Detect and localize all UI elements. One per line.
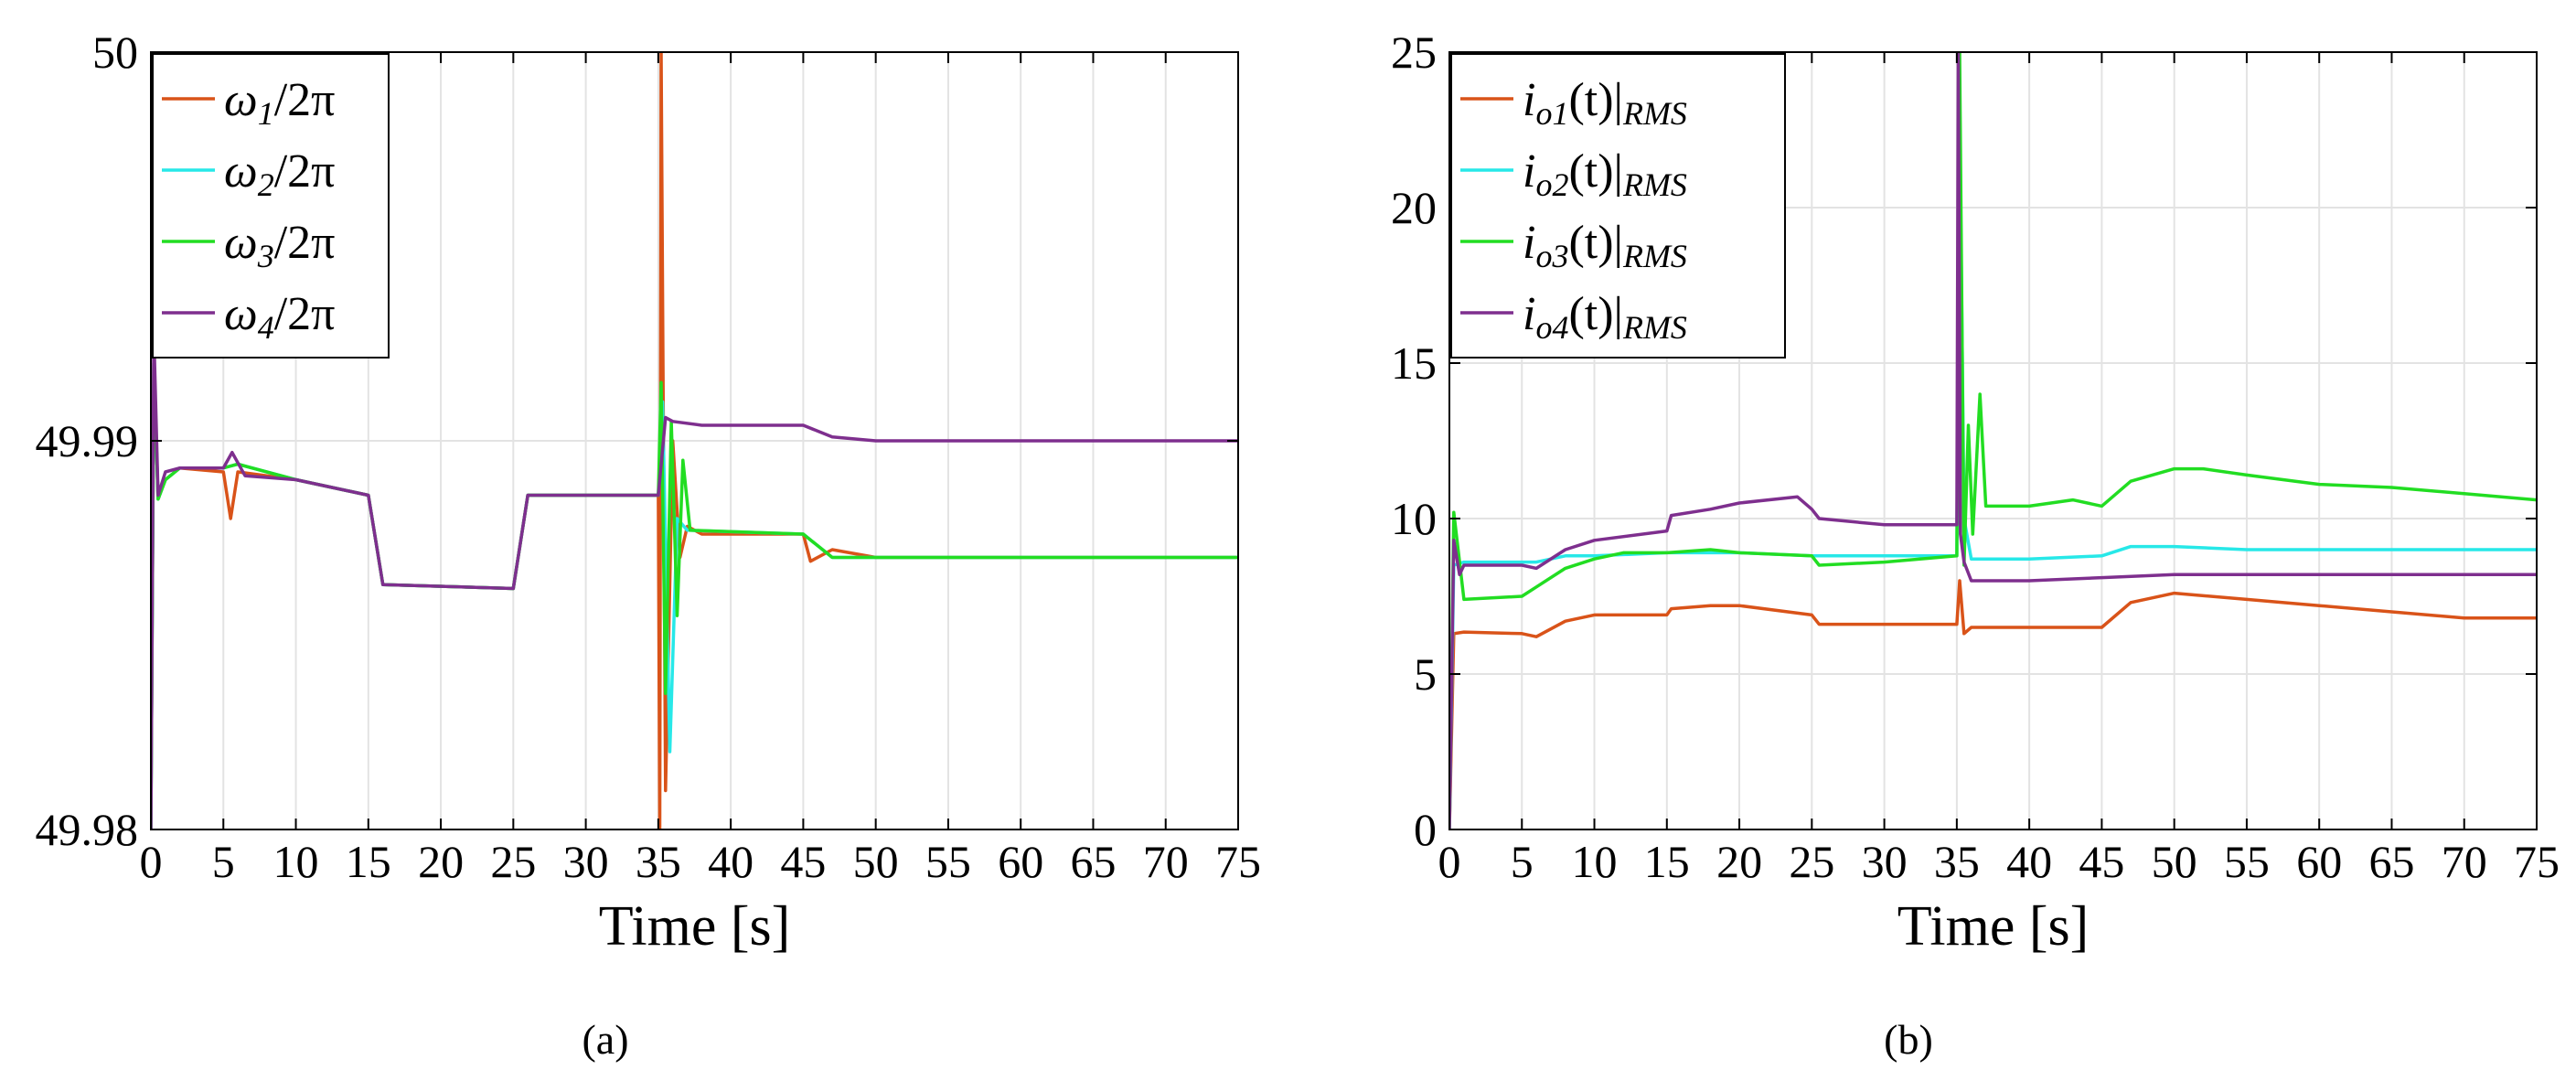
x-tick-label: 5: [1511, 836, 1534, 887]
x-tick-label: 45: [2079, 836, 2124, 887]
y-tick-label: 10: [1391, 493, 1437, 544]
x-tick-label: 65: [2368, 836, 2414, 887]
x-axis-label: Time [s]: [1897, 895, 2090, 958]
x-tick-label: 25: [1789, 836, 1834, 887]
x-tick-label: 55: [2224, 836, 2270, 887]
x-tick-label: 70: [1143, 836, 1189, 887]
x-tick-label: 25: [490, 836, 536, 887]
legend-box: [152, 53, 390, 359]
x-tick-label: 55: [925, 836, 971, 887]
legend-label-1: ω1/2π: [224, 74, 335, 132]
y-tick-label: 49.99: [36, 415, 139, 466]
x-tick-label: 45: [780, 836, 826, 887]
x-tick-label: 10: [1572, 836, 1618, 887]
x-tick-label: 5: [212, 836, 235, 887]
x-tick-label: 10: [273, 836, 319, 887]
x-tick-label: 0: [1438, 836, 1461, 887]
x-tick-label: 40: [708, 836, 754, 887]
y-tick-label: 25: [1391, 27, 1437, 78]
x-tick-label: 75: [1215, 836, 1261, 887]
legend-box: [1450, 53, 1786, 359]
x-tick-label: 50: [2152, 836, 2197, 887]
x-tick-label: 70: [2442, 836, 2487, 887]
x-tick-label: 30: [1862, 836, 1908, 887]
y-tick-label: 5: [1414, 648, 1437, 700]
legend-label-2: io2(t)|RMS: [1523, 145, 1687, 203]
x-tick-label: 75: [2514, 836, 2560, 887]
x-tick-label: 30: [563, 836, 609, 887]
x-tick-label: 20: [1716, 836, 1762, 887]
axes-box: [1448, 51, 2538, 830]
panel-caption: (a): [582, 1016, 628, 1063]
legend-label-1: io1(t)|RMS: [1523, 74, 1687, 132]
legend: ω1/2π ω2/2π ω3/2π ω4/2π: [152, 53, 390, 359]
x-tick-label: 15: [346, 836, 391, 887]
legend-label-4: ω4/2π: [224, 288, 335, 346]
chart-panel-b: 0 5 10 15 20 25 30 35 40 45 50 55 60 65 70 750510152025…: [1391, 27, 2560, 1063]
series-line-3: [1449, 52, 2537, 829]
legend-label-4: io4(t)|RMS: [1523, 288, 1687, 346]
series-line-4: [1449, 52, 2537, 829]
x-tick-label: 60: [998, 836, 1043, 887]
x-tick-label: 40: [2006, 836, 2052, 887]
x-tick-label: 20: [418, 836, 464, 887]
y-tick-label: 0: [1414, 804, 1437, 855]
x-tick-label: 60: [2296, 836, 2342, 887]
y-tick-label: 20: [1391, 182, 1437, 233]
x-tick-label: 0: [140, 836, 163, 887]
series-line-1: [1449, 579, 2537, 829]
x-tick-label: 15: [1644, 836, 1690, 887]
legend: io1(t)|RMS io2(t)|RMS io3(t)|RMS io4(t)|RMS: [1450, 53, 1786, 359]
x-tick-label: 65: [1070, 836, 1116, 887]
legend-label-3: ω3/2π: [224, 217, 335, 274]
y-tick-label: 49.98: [36, 804, 139, 855]
legend-label-2: ω2/2π: [224, 145, 335, 203]
x-tick-label: 35: [1934, 836, 1980, 887]
x-tick-label: 50: [853, 836, 899, 887]
x-tick-label: 35: [636, 836, 681, 887]
x-axis-label: Time [s]: [599, 895, 791, 958]
y-tick-label: 50: [92, 27, 138, 78]
panel-caption: (b): [1884, 1016, 1933, 1063]
series-line-4: [151, 330, 1238, 829]
chart-panel-a: 0 5 10 15 20 25 30 35 40 45 50 55 60 65 70 75 49.98 49.99…: [36, 27, 1262, 1063]
y-tick-label: 15: [1391, 337, 1437, 389]
legend-label-3: io3(t)|RMS: [1523, 217, 1687, 274]
